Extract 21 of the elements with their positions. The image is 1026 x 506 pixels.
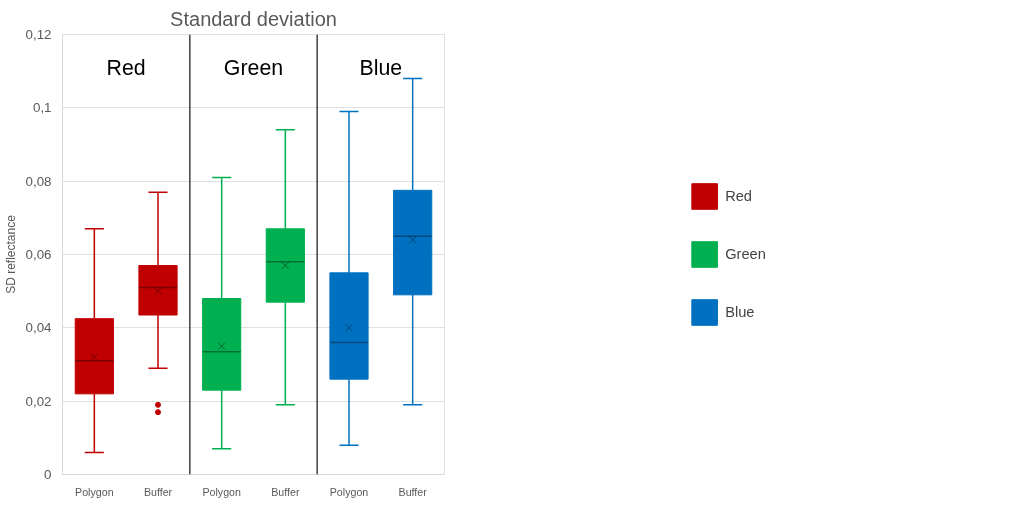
y-tick-label: 0,04: [25, 320, 53, 336]
x-tick-label: Buffer: [398, 485, 428, 498]
legend-label: Green: [725, 246, 766, 262]
y-tick-label: 0,02: [25, 393, 52, 409]
y-tick-label: 0,1: [32, 100, 52, 116]
x-tick-label: Polygon: [329, 485, 369, 498]
x-tick-label: Buffer: [271, 485, 300, 498]
legend-label: Blue: [725, 304, 755, 320]
x-tick-label: Buffer: [143, 485, 173, 498]
y-tick-label: 0,12: [25, 27, 52, 42]
annotation: Green: [223, 55, 284, 80]
x-tick-label: Polygon: [75, 485, 114, 498]
x-tick-label: Polygon: [202, 485, 241, 498]
annotation: Red: [106, 55, 146, 80]
annotation: Blue: [359, 55, 403, 80]
y-axis-title: SD reflectance: [3, 214, 18, 294]
chart-title: Standard deviation: [170, 7, 337, 30]
y-tick-label: 0: [44, 467, 52, 482]
y-tick-label: 0,06: [25, 247, 52, 262]
legend-label: Red: [725, 188, 753, 204]
y-tick-label: 0,08: [25, 173, 52, 189]
